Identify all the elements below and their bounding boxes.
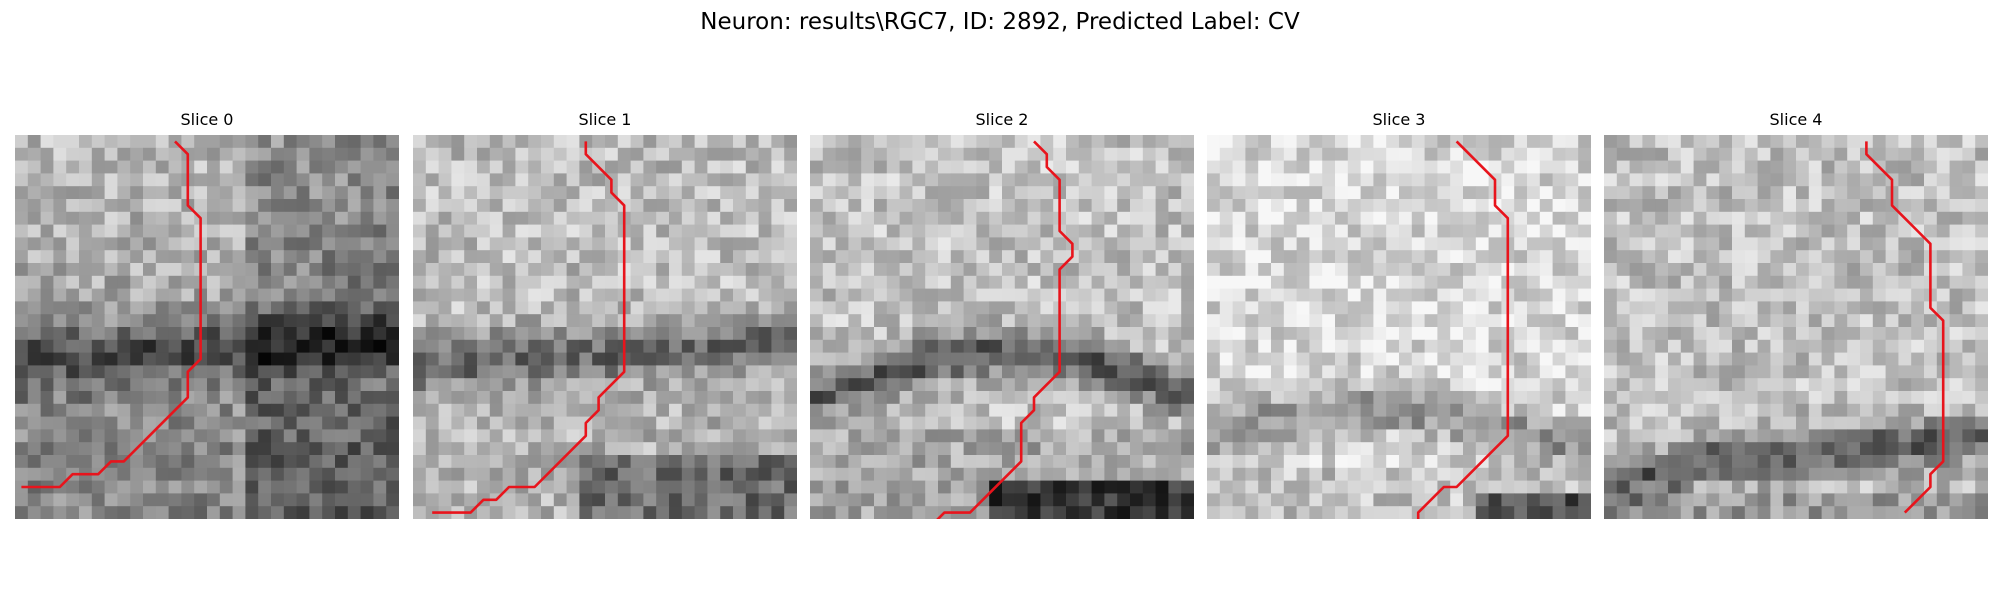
slice-image: [1207, 135, 1591, 519]
slice-title: Slice 2: [975, 110, 1029, 129]
slice-image: [413, 135, 797, 519]
slice-panel-0: Slice 0: [15, 108, 399, 519]
slice-image: [15, 135, 399, 519]
neuron-trace-line: [936, 140, 1074, 519]
slice-panel-2: Slice 2: [810, 108, 1194, 519]
grayscale-texture: [1604, 135, 1988, 519]
grayscale-texture: [1207, 135, 1591, 519]
slice-panel-3: Slice 3: [1207, 108, 1591, 519]
grayscale-texture: [413, 135, 797, 519]
slice-title: Slice 0: [180, 110, 234, 129]
slice-panel-4: Slice 4: [1604, 108, 1988, 519]
neuron-trace-line: [21, 140, 202, 489]
slice-image: [810, 135, 1194, 519]
slice-title: Slice 1: [578, 110, 632, 129]
slice-panel-1: Slice 1: [413, 108, 797, 519]
neuron-trace-line: [1416, 140, 1510, 519]
slice-title: Slice 4: [1769, 110, 1823, 129]
slice-title: Slice 3: [1372, 110, 1426, 129]
neuron-trace-line: [432, 141, 626, 514]
grayscale-texture: [810, 135, 1194, 519]
slice-image: [1604, 135, 1988, 519]
figure-title: Neuron: results\RGC7, ID: 2892, Predicte…: [700, 9, 1300, 35]
neuron-trace-line: [1865, 141, 1945, 514]
grayscale-texture: [15, 135, 399, 519]
